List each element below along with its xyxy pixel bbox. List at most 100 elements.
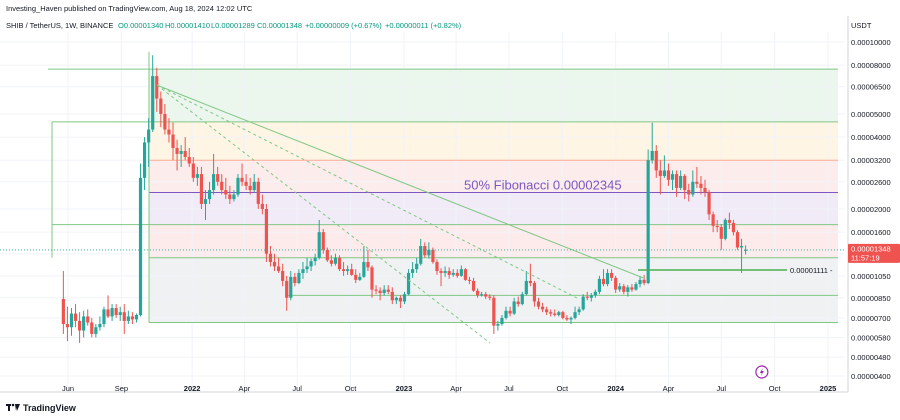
- candle-body: [346, 269, 350, 272]
- price-tick-label: 0.00001600: [851, 228, 891, 237]
- time-tick-label: Oct: [556, 384, 569, 393]
- candle-body: [341, 269, 346, 272]
- candle-body: [281, 271, 285, 281]
- candle-body: [431, 249, 435, 263]
- time-tick-label: 2023: [396, 384, 413, 393]
- candle-body: [670, 174, 675, 180]
- fib-zone: [149, 257, 838, 296]
- price-tick-label: 0.00000480: [851, 353, 891, 362]
- candle-body: [459, 269, 463, 276]
- candle-body: [699, 183, 703, 188]
- candle-body: [443, 271, 447, 273]
- candle-body: [528, 280, 532, 284]
- candle-body: [727, 219, 731, 223]
- candle-body: [593, 291, 597, 296]
- candle-body: [536, 301, 541, 307]
- candle-body: [333, 257, 338, 264]
- time-tick-label: Oct: [345, 384, 358, 393]
- candle-body: [516, 301, 520, 305]
- candle-body: [187, 157, 191, 164]
- candle-body: [130, 316, 134, 320]
- candle-body: [638, 279, 642, 285]
- candle-body: [147, 129, 151, 143]
- time-tick-label: Jul: [292, 384, 302, 393]
- candle-body: [78, 320, 82, 331]
- candle-body: [585, 296, 589, 298]
- publisher-text: Investing_Haven published on TradingView…: [6, 4, 253, 13]
- candle-body: [240, 177, 244, 182]
- candle-body: [325, 249, 329, 261]
- price-axis-bg: [848, 16, 900, 400]
- candle-body: [390, 291, 394, 301]
- candle-body: [224, 190, 228, 195]
- price-tick-label: 0.00000400: [851, 372, 891, 381]
- candle-body: [618, 286, 622, 290]
- lightning-bolt: [759, 368, 764, 376]
- trendline-dashed-upper: [156, 84, 580, 300]
- candle-body: [569, 317, 573, 320]
- candle-body: [467, 279, 472, 281]
- fib-zone: [149, 69, 838, 122]
- ohlc-open: O0.00001340: [118, 21, 164, 30]
- price-tick-label: 0.00000850: [851, 294, 891, 303]
- candle-body: [94, 327, 98, 334]
- candle-body: [488, 296, 492, 298]
- candle-body: [378, 290, 382, 294]
- time-tick-label: Apr: [450, 384, 462, 393]
- candle-body: [183, 150, 187, 158]
- ohlc-high: H0.00001410: [165, 21, 211, 30]
- candle-body: [142, 142, 147, 178]
- candle-body: [264, 209, 269, 254]
- candle-body: [65, 324, 70, 328]
- price-tick-label: 0.00000580: [851, 333, 891, 342]
- last-price-label: 0.00001348: [851, 244, 891, 253]
- candle-body: [122, 312, 126, 321]
- candle-body: [504, 310, 508, 318]
- candle-body: [285, 280, 289, 298]
- candle-body: [171, 134, 175, 149]
- candle-body: [435, 262, 439, 272]
- candle-body: [691, 181, 695, 195]
- support-label: 0.00001111 -: [790, 266, 833, 275]
- candle-body: [207, 190, 212, 200]
- candle-body: [674, 174, 679, 188]
- candle-body: [683, 175, 687, 191]
- candle-body: [455, 272, 459, 276]
- time-tick-label: Jul: [504, 384, 514, 393]
- candle-body: [394, 297, 398, 301]
- candle-body: [203, 199, 208, 204]
- candle-body: [98, 324, 102, 328]
- candle-body: [216, 174, 220, 182]
- candle-body: [102, 309, 106, 325]
- candle-body: [540, 306, 545, 310]
- candle-body: [520, 294, 524, 305]
- candle-body: [614, 277, 618, 290]
- candle-body: [545, 309, 549, 313]
- price-tick-label: 0.00005000: [851, 110, 891, 119]
- candle-body: [423, 246, 427, 256]
- candle-body: [650, 150, 654, 161]
- candle-body: [110, 308, 114, 317]
- candle-body: [662, 170, 666, 176]
- symbol-name[interactable]: SHIB / TetherUS, 1W, BINANCE: [6, 21, 114, 30]
- candle-body: [557, 312, 561, 316]
- candle-body: [463, 269, 468, 280]
- candle-body: [419, 246, 423, 264]
- price-axis-unit: USDT: [851, 21, 872, 30]
- price-tick-label: 0.00004000: [851, 133, 891, 142]
- candle-body: [256, 181, 260, 204]
- time-tick-label: Sep: [115, 384, 128, 393]
- candle-body: [398, 297, 403, 302]
- countdown-label: 11:57:19: [851, 253, 880, 262]
- candle-body: [69, 313, 74, 328]
- candle-body: [654, 150, 658, 171]
- candle-body: [597, 278, 602, 292]
- candle-body: [658, 170, 662, 176]
- candle-body: [86, 316, 90, 323]
- candle-body: [337, 257, 342, 270]
- price-tick-label: 0.00002000: [851, 205, 891, 214]
- ohlc-change: +0.00000009 (+0.67%): [305, 21, 382, 30]
- candle-body: [155, 76, 159, 99]
- candle-body: [179, 150, 183, 154]
